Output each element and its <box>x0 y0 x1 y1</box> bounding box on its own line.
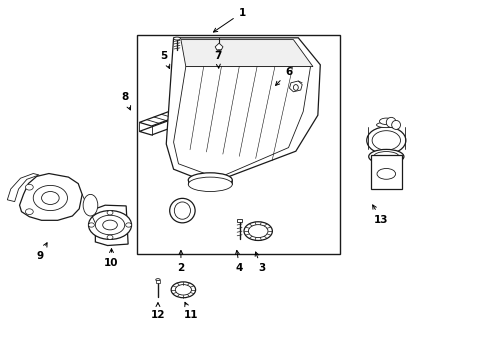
Text: 8: 8 <box>121 92 130 110</box>
Text: 12: 12 <box>150 303 165 320</box>
Ellipse shape <box>293 85 298 90</box>
Ellipse shape <box>386 117 395 127</box>
Ellipse shape <box>83 194 98 216</box>
Circle shape <box>107 235 113 239</box>
Ellipse shape <box>169 198 195 223</box>
Text: 7: 7 <box>213 51 221 68</box>
Polygon shape <box>7 174 39 202</box>
Polygon shape <box>173 67 310 178</box>
Circle shape <box>88 223 94 227</box>
Ellipse shape <box>188 177 232 192</box>
Circle shape <box>25 184 33 190</box>
Circle shape <box>25 209 33 215</box>
Ellipse shape <box>379 118 392 125</box>
Bar <box>156 280 160 283</box>
Circle shape <box>125 223 131 227</box>
Ellipse shape <box>88 211 131 239</box>
Text: 11: 11 <box>183 302 198 320</box>
Text: 6: 6 <box>275 67 291 85</box>
Text: 1: 1 <box>213 8 245 32</box>
Ellipse shape <box>175 284 191 295</box>
Circle shape <box>107 211 113 215</box>
Polygon shape <box>181 40 312 67</box>
Polygon shape <box>20 174 82 220</box>
Ellipse shape <box>371 131 400 150</box>
Text: 13: 13 <box>372 205 388 225</box>
Polygon shape <box>95 205 128 246</box>
Ellipse shape <box>155 279 160 281</box>
Text: 9: 9 <box>37 243 47 261</box>
Polygon shape <box>166 38 320 184</box>
Ellipse shape <box>102 220 117 230</box>
Ellipse shape <box>373 152 398 162</box>
Polygon shape <box>289 81 302 92</box>
Ellipse shape <box>188 173 232 187</box>
Ellipse shape <box>376 122 395 127</box>
Text: 3: 3 <box>255 252 264 273</box>
Text: 5: 5 <box>160 51 169 68</box>
Ellipse shape <box>248 225 267 238</box>
Ellipse shape <box>368 149 403 164</box>
Circle shape <box>41 192 59 204</box>
Circle shape <box>33 185 67 211</box>
Ellipse shape <box>391 120 400 129</box>
Ellipse shape <box>95 215 124 235</box>
Polygon shape <box>139 121 181 135</box>
Ellipse shape <box>173 37 180 40</box>
Ellipse shape <box>171 282 195 298</box>
Text: 10: 10 <box>104 249 119 268</box>
Ellipse shape <box>244 222 272 240</box>
Bar <box>370 155 401 189</box>
Bar <box>137 35 339 254</box>
Ellipse shape <box>376 168 395 179</box>
Bar <box>237 219 242 222</box>
Text: 2: 2 <box>177 251 184 273</box>
Polygon shape <box>215 43 223 50</box>
Polygon shape <box>139 112 181 126</box>
Ellipse shape <box>366 127 405 154</box>
Text: 4: 4 <box>235 251 243 273</box>
Ellipse shape <box>174 202 190 219</box>
